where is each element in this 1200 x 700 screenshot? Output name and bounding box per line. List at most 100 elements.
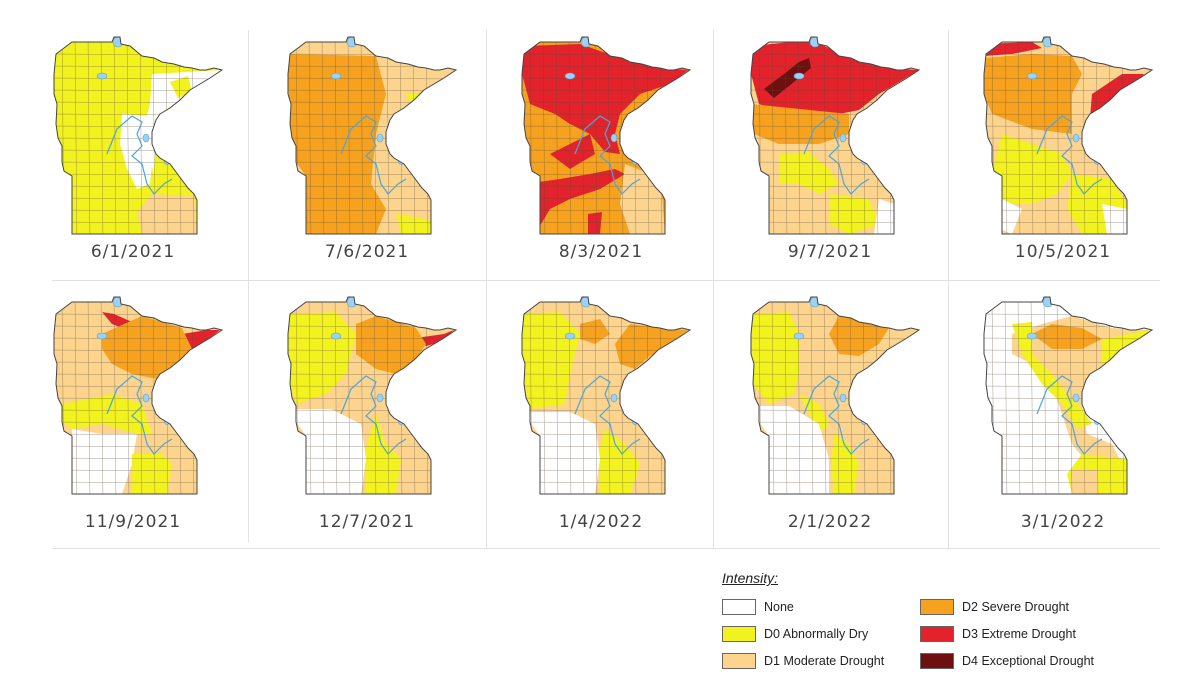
drought-area-d2 xyxy=(829,316,889,356)
state-outline xyxy=(53,36,224,235)
map-date-label: 9/7/2021 xyxy=(787,242,873,262)
intensity-legend: Intensity: None D0 Abnormally Dry D1 Mod… xyxy=(722,570,1142,695)
lake xyxy=(809,37,821,48)
lake xyxy=(839,393,847,403)
drought-area-d0 xyxy=(364,414,401,494)
legend-swatch xyxy=(920,653,954,669)
lake xyxy=(112,37,124,48)
lake xyxy=(580,297,592,308)
state-outline xyxy=(53,296,224,495)
state-outline xyxy=(521,36,692,235)
river xyxy=(803,115,870,195)
map-date-label: 11/9/2021 xyxy=(84,512,182,532)
legend-label: D0 Abnormally Dry xyxy=(764,627,869,641)
drought-area-d0 xyxy=(170,76,192,98)
lake xyxy=(1072,133,1080,143)
map-date-label: 3/1/2022 xyxy=(1020,512,1106,532)
lake xyxy=(1026,72,1038,80)
map-date-label: 7/6/2021 xyxy=(324,242,410,262)
legend-swatch xyxy=(722,599,756,615)
drought-area-d3 xyxy=(522,44,688,154)
lake xyxy=(1072,393,1080,403)
county-lines xyxy=(288,297,456,494)
drought-map-panel: 9/7/2021 xyxy=(715,30,945,270)
lake xyxy=(96,332,108,340)
drought-map-panel: 3/1/2022 xyxy=(948,290,1178,532)
drought-map-panel: 11/9/2021 xyxy=(18,290,248,532)
drought-area-d2 xyxy=(102,316,192,379)
river xyxy=(106,115,173,195)
drought-area-d0 xyxy=(1012,322,1092,429)
map-date-label: 1/4/2022 xyxy=(558,512,644,532)
drought-area-d3 xyxy=(588,212,602,234)
lake xyxy=(564,72,576,80)
lake xyxy=(564,332,576,340)
drought-map-panel: 6/1/2021 xyxy=(18,30,248,270)
legend-label: D3 Extreme Drought xyxy=(962,627,1076,641)
map-date-label: 6/1/2021 xyxy=(90,242,176,262)
drought-area-d2 xyxy=(356,316,426,374)
drought-map-panel: 10/5/2021 xyxy=(948,30,1178,270)
state-outline xyxy=(750,36,921,235)
drought-area-d2 xyxy=(288,54,386,234)
lake xyxy=(839,133,847,143)
river xyxy=(574,115,641,195)
state-outline xyxy=(983,36,1154,235)
legend-swatch xyxy=(722,626,756,642)
minnesota-drought-map xyxy=(521,36,692,235)
minnesota-drought-map xyxy=(750,36,921,235)
drought-area-none xyxy=(296,409,366,494)
minnesota-drought-map xyxy=(983,36,1154,235)
minnesota-drought-map xyxy=(521,296,692,495)
state-outline xyxy=(287,36,458,235)
drought-area-d2 xyxy=(1032,324,1102,349)
lake xyxy=(346,297,358,308)
state-outline xyxy=(750,296,921,495)
drought-area-none xyxy=(1102,204,1127,234)
drought-area-d0 xyxy=(751,312,799,404)
drought-map-panel: 2/1/2022 xyxy=(715,290,945,532)
river xyxy=(340,115,407,195)
lake xyxy=(610,133,618,143)
lake xyxy=(809,297,821,308)
lake xyxy=(610,393,618,403)
drought-area-none xyxy=(759,406,829,494)
grid-divider xyxy=(52,548,1160,549)
drought-area-none xyxy=(142,70,222,174)
drought-area-d3 xyxy=(984,42,1042,56)
lake xyxy=(793,332,805,340)
minnesota-drought-map xyxy=(983,296,1154,495)
legend-swatch xyxy=(920,599,954,615)
legend-label: D2 Severe Drought xyxy=(962,600,1070,614)
lake xyxy=(330,72,342,80)
drought-map-panel: 1/4/2022 xyxy=(486,290,716,532)
drought-area-none xyxy=(530,412,600,494)
legend-label: D4 Exceptional Drought xyxy=(962,654,1095,668)
drought-map-panel: 7/6/2021 xyxy=(252,30,482,270)
grid-divider xyxy=(52,280,1160,281)
drought-area-none xyxy=(72,429,137,494)
river xyxy=(574,375,641,455)
lake xyxy=(142,133,150,143)
drought-area-d0 xyxy=(396,214,431,234)
minnesota-drought-map xyxy=(287,36,458,235)
river xyxy=(106,375,173,455)
grid-divider xyxy=(248,30,249,542)
lake xyxy=(1026,332,1038,340)
drought-area-d2 xyxy=(615,324,688,369)
drought-map-panel: 12/7/2021 xyxy=(252,290,482,532)
map-date-label: 8/3/2021 xyxy=(558,242,644,262)
lake xyxy=(346,37,358,48)
grid-divider xyxy=(948,30,949,550)
state-outline xyxy=(287,296,458,495)
lake xyxy=(580,37,592,48)
lake xyxy=(376,133,384,143)
drought-area-none xyxy=(874,199,894,234)
lake xyxy=(112,297,124,308)
minnesota-drought-map xyxy=(53,296,224,495)
lake xyxy=(1042,37,1054,48)
drought-map-panel: 8/3/2021 xyxy=(486,30,716,270)
legend-swatch xyxy=(722,653,756,669)
map-date-label: 12/7/2021 xyxy=(318,512,416,532)
legend-title: Intensity: xyxy=(722,570,779,586)
